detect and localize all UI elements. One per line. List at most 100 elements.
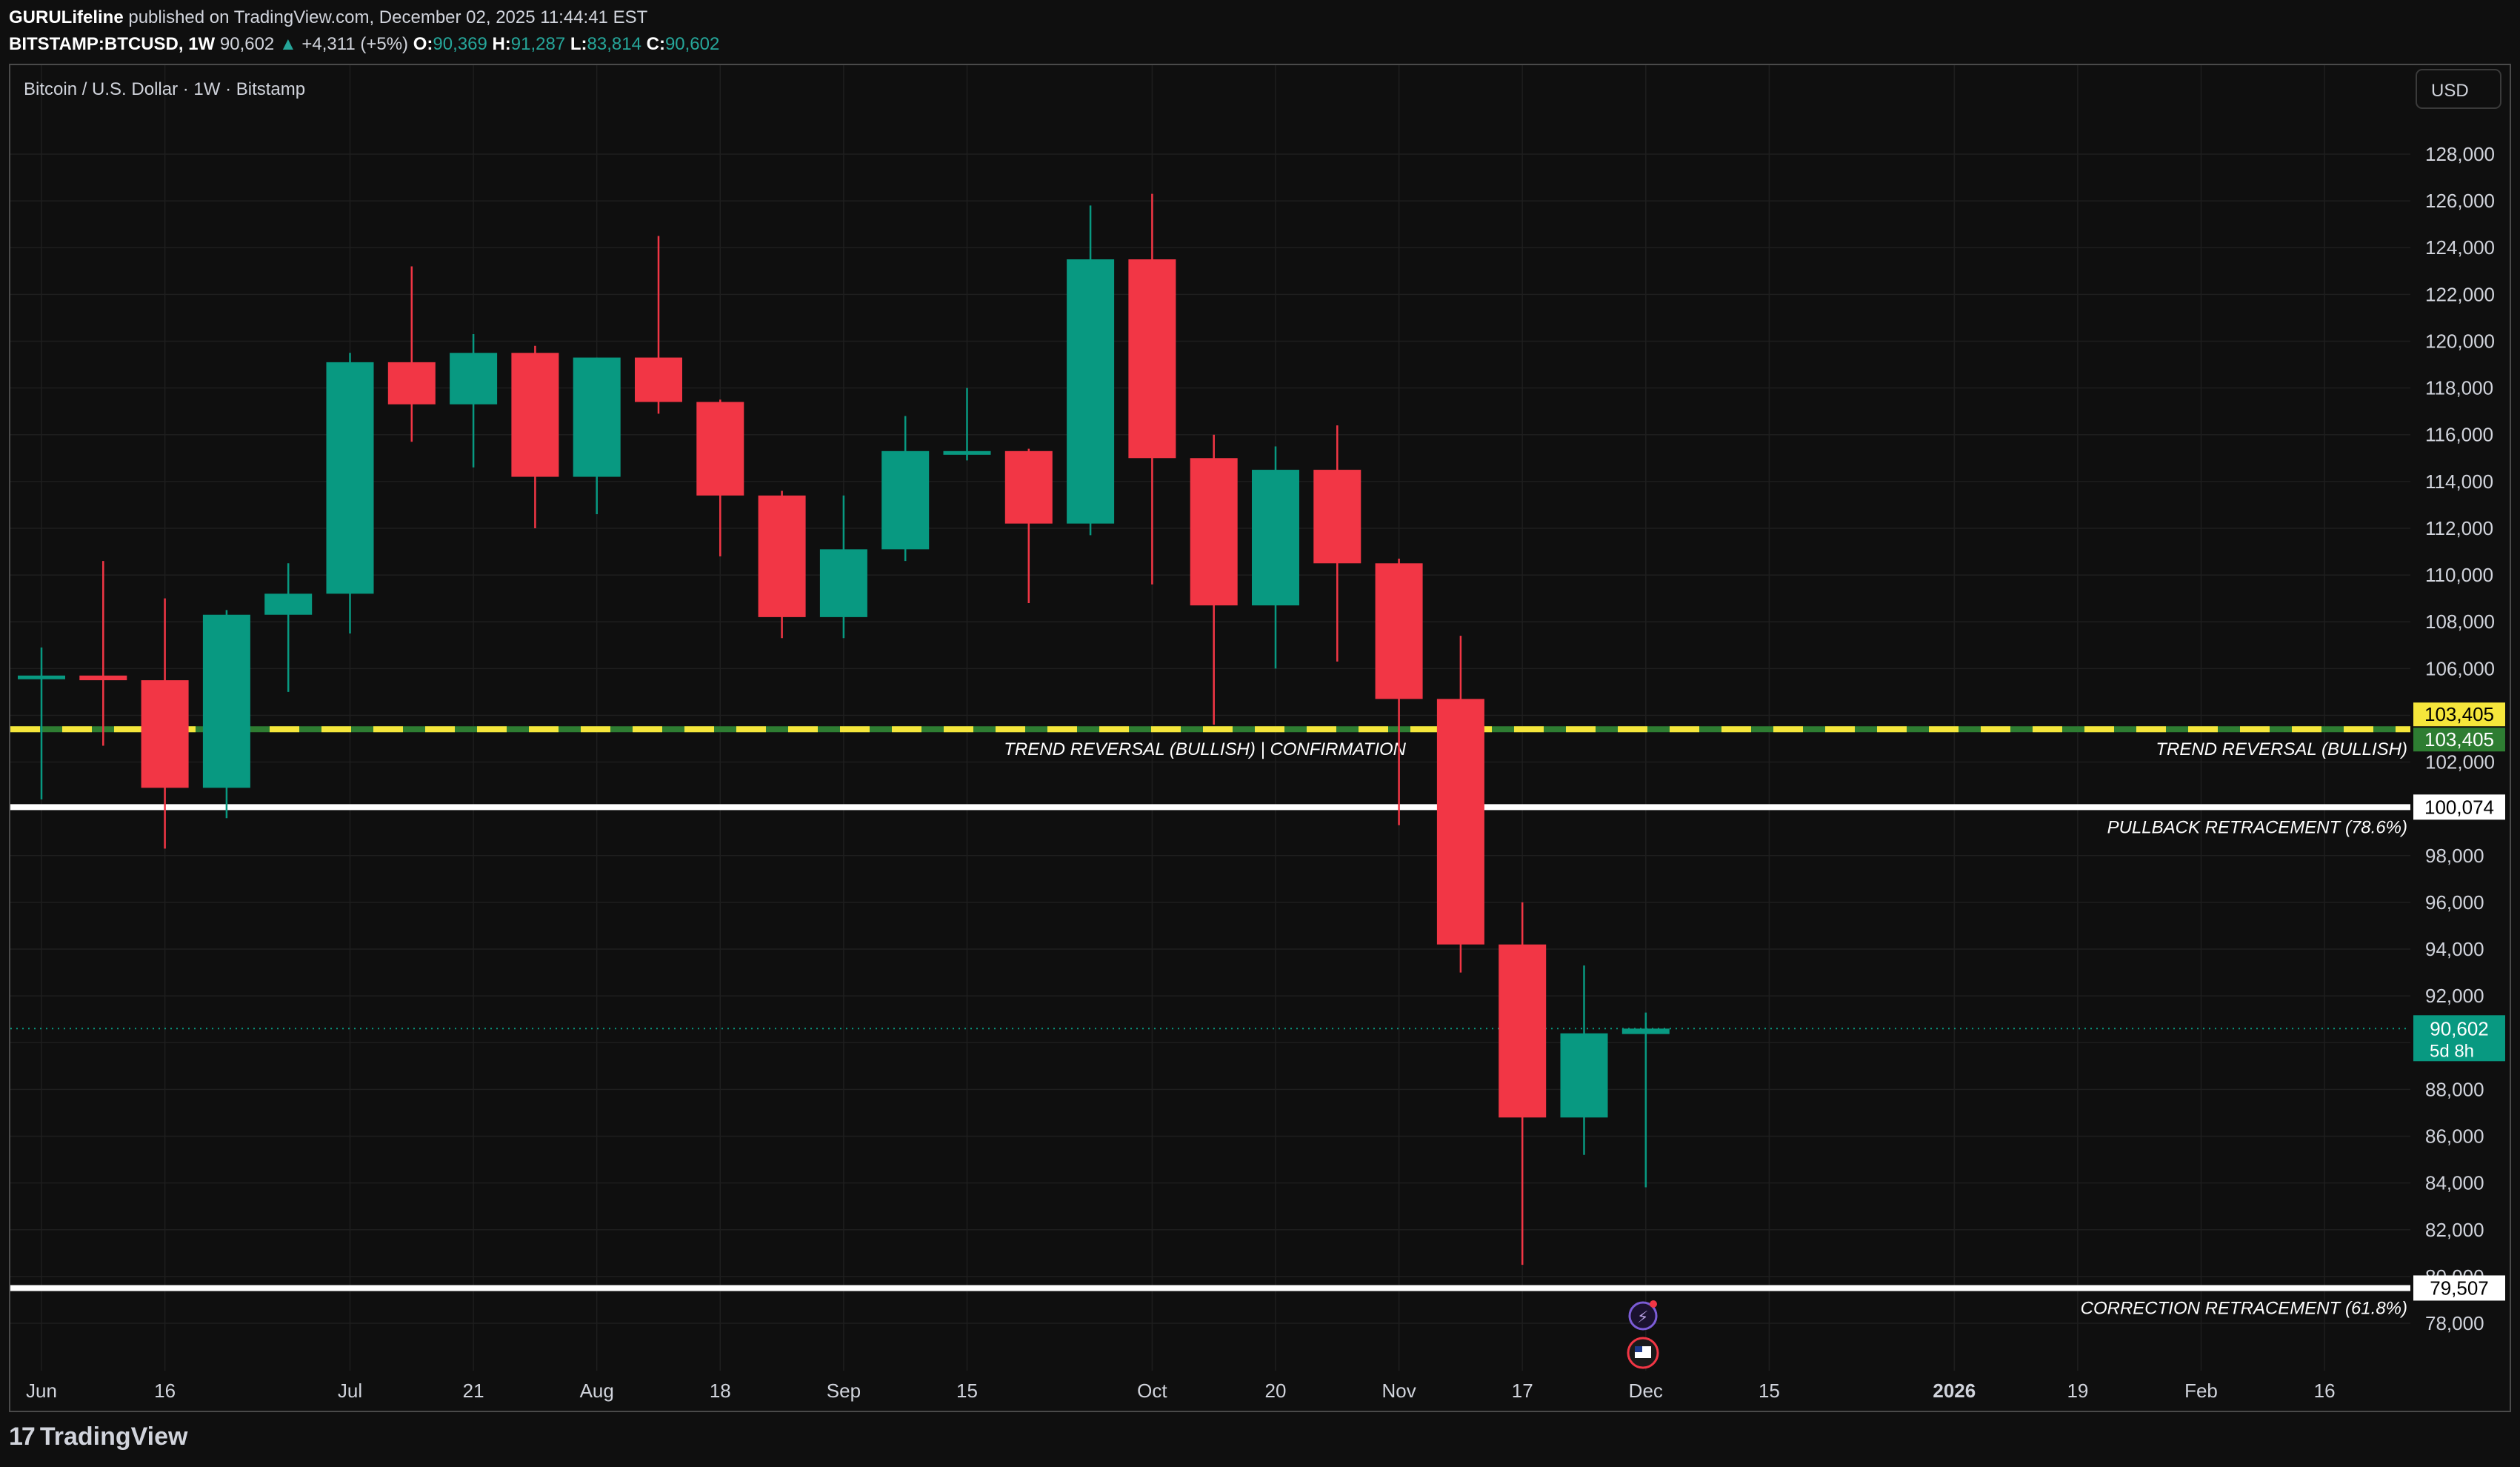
price-chart[interactable]: TREND REVERSAL (BULLISH) | CONFIRMATION T… — [10, 65, 2510, 1411]
candle-body — [1004, 450, 1053, 524]
y-tick-label: 88,000 — [2425, 1078, 2484, 1100]
x-tick-label: Nov — [1381, 1380, 1416, 1402]
candle-body — [264, 593, 313, 615]
candles — [18, 193, 1670, 1265]
x-tick-label: Feb — [2184, 1380, 2218, 1402]
candle-body — [1621, 1028, 1670, 1034]
retracement-label: PULLBACK RETRACEMENT (78.6%) — [2107, 817, 2407, 837]
y-tick-label: 82,000 — [2425, 1219, 2484, 1241]
lightning-event-icon[interactable] — [1628, 1301, 1658, 1331]
candle-body — [1436, 699, 1484, 945]
x-tick-label: 17 — [1512, 1380, 1533, 1402]
trend-badge-green — [2413, 728, 2505, 752]
candle-body — [758, 495, 806, 617]
y-tick-label: 118,000 — [2425, 377, 2493, 399]
trend-label-right: TREND REVERSAL (BULLISH) — [2156, 739, 2407, 759]
y-tick-label: 110,000 — [2425, 564, 2493, 586]
candle-body — [1252, 470, 1299, 606]
brand-name: TradingView — [39, 1423, 188, 1451]
candle-body — [79, 675, 127, 681]
published-text: published on TradingView.com, December 0… — [128, 7, 648, 27]
publish-line: GURULifeline published on TradingView.co… — [9, 4, 719, 31]
tradingview-logo[interactable]: 17 TradingView — [9, 1423, 187, 1451]
x-tick-label: 15 — [1759, 1380, 1780, 1402]
y-tick-label: 96,000 — [2425, 891, 2484, 914]
open-value: 90,369 — [433, 34, 487, 54]
candle-body — [1499, 944, 1547, 1118]
y-tick-label: 128,000 — [2425, 143, 2495, 165]
candle-body — [943, 450, 991, 455]
x-tick-label: 18 — [710, 1380, 731, 1402]
currency-label: USD — [2431, 81, 2469, 101]
tradingview-mark-icon: 17 — [9, 1423, 36, 1451]
candle-body — [819, 549, 867, 617]
high-value: 91,287 — [510, 34, 566, 54]
chart-frame[interactable]: TREND REVERSAL (BULLISH) | CONFIRMATION T… — [9, 64, 2511, 1412]
chart-title: Bitcoin / U.S. Dollar · 1W · Bitstamp — [24, 79, 305, 99]
retracement-label: CORRECTION RETRACEMENT (61.8%) — [2081, 1298, 2407, 1318]
y-tick-label: 108,000 — [2425, 611, 2495, 633]
trend-label-left: TREND REVERSAL (BULLISH) | CONFIRMATION — [1004, 739, 1406, 759]
time-axis[interactable]: Jun 16 Jul 21 Aug 18 Sep 15 Oct 20 Nov 17 Dec 15 2026 1… — [26, 1380, 2336, 1402]
y-tick-label: 86,000 — [2425, 1125, 2484, 1148]
y-tick-label: 120,000 — [2425, 330, 2495, 352]
y-tick-label: 94,000 — [2425, 938, 2484, 960]
up-arrow-icon: ▲ — [279, 34, 297, 54]
y-tick-label: 84,000 — [2425, 1172, 2484, 1194]
x-tick-label: 16 — [2314, 1380, 2336, 1402]
candle-body — [1313, 470, 1361, 564]
x-tick-label: Jun — [26, 1380, 57, 1402]
candle-body — [450, 353, 498, 405]
horizontal-levels: TREND REVERSAL (BULLISH) | CONFIRMATION T… — [10, 726, 2410, 1318]
retracement-badge-text: 100,074 — [2424, 796, 2494, 818]
candle-body — [18, 675, 65, 679]
candle-body — [511, 353, 559, 477]
grid-lines — [10, 65, 2410, 1371]
retracement-badge-text: 79,507 — [2430, 1277, 2489, 1299]
event-icons[interactable]: ⚡ — [1627, 1300, 1659, 1369]
change-value: +4,311 (+5%) — [301, 34, 409, 54]
trend-badge-bottom-text: 103,405 — [2424, 728, 2494, 751]
x-tick-label: Aug — [580, 1380, 614, 1402]
last-price: 90,602 — [219, 34, 275, 54]
publisher-name[interactable]: GURULifeline — [9, 7, 124, 27]
y-tick-label: 114,000 — [2425, 470, 2493, 493]
currency-button[interactable]: USD — [2416, 69, 2501, 109]
y-tick-label: 102,000 — [2425, 751, 2495, 774]
y-tick-label: 124,000 — [2425, 236, 2495, 259]
x-tick-label: 15 — [956, 1380, 978, 1402]
candle-body — [635, 357, 682, 402]
lightning-icon: ⚡ — [1637, 1308, 1648, 1327]
y-tick-label: 106,000 — [2425, 657, 2495, 679]
x-tick-label: Jul — [338, 1380, 362, 1402]
x-tick-label: 20 — [1265, 1380, 1287, 1402]
candle-body — [326, 362, 374, 594]
low-label: L: — [570, 34, 587, 54]
y-tick-label: 98,000 — [2425, 845, 2484, 867]
close-value: 90,602 — [664, 34, 720, 54]
y-tick-label: 112,000 — [2425, 517, 2493, 539]
x-tick-label: 19 — [2067, 1380, 2088, 1402]
x-tick-label: 2026 — [1933, 1380, 1976, 1402]
close-label: C: — [646, 34, 665, 54]
candle-body — [881, 450, 930, 550]
candle-body — [202, 614, 250, 788]
current-price-badge — [2413, 1015, 2505, 1062]
candle-body — [1067, 259, 1115, 524]
symbol-label: BITSTAMP:BTCUSD, 1W — [9, 34, 216, 54]
y-tick-label: 116,000 — [2425, 424, 2493, 446]
candle-body — [1375, 563, 1423, 699]
event-dot-icon — [1650, 1300, 1657, 1308]
open-label: O: — [413, 34, 433, 54]
candle-body — [1128, 259, 1176, 459]
candle-body — [1190, 458, 1238, 606]
countdown-text: 5d 8h — [2430, 1041, 2474, 1061]
current-price-text: 90,602 — [2430, 1017, 2489, 1039]
retracement-badge — [2413, 794, 2505, 820]
candle-body — [573, 357, 621, 477]
y-tick-label: 78,000 — [2425, 1312, 2484, 1334]
retracement-badge — [2413, 1275, 2505, 1301]
candle-body — [696, 402, 744, 496]
x-tick-label: 16 — [154, 1380, 176, 1402]
x-tick-label: Sep — [827, 1380, 861, 1402]
